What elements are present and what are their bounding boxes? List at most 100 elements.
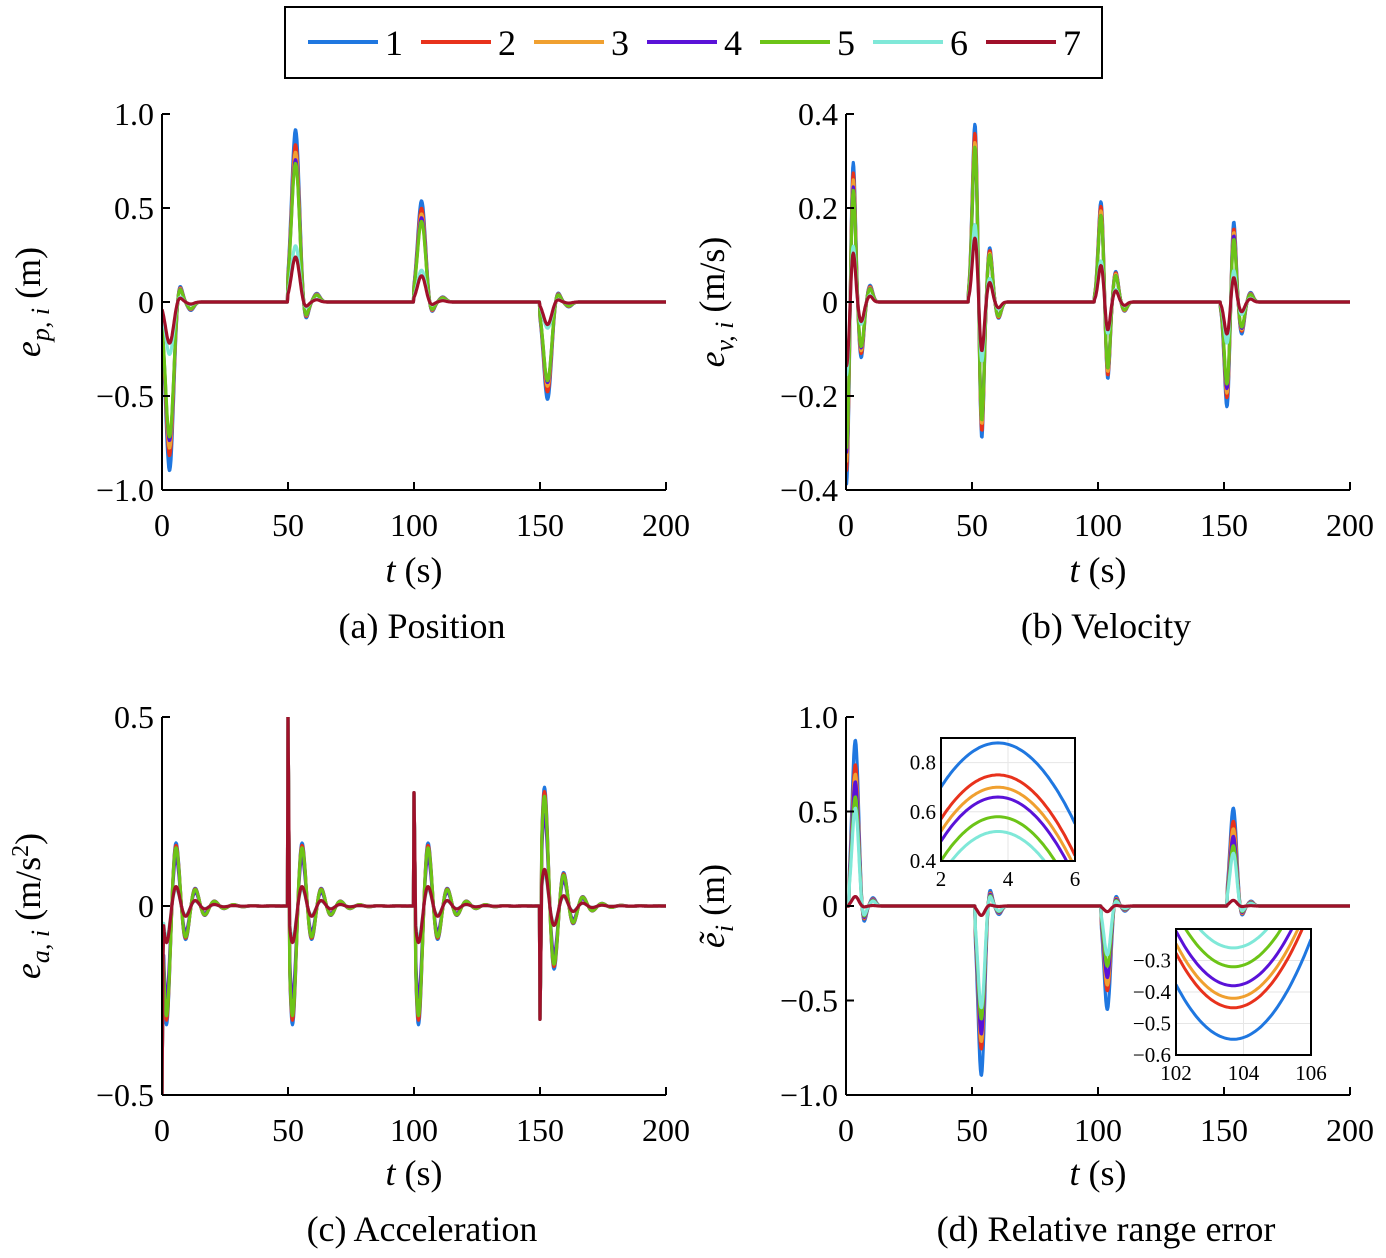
- x-tick-label: 50: [956, 507, 988, 543]
- x-tick-label: 0: [154, 507, 170, 543]
- series-group: [846, 738, 1350, 1077]
- legend-label-7: 7: [1063, 23, 1081, 63]
- x-tick-label: 200: [642, 1112, 690, 1148]
- x-label-var: t: [1069, 1153, 1080, 1193]
- x-tick-label: 0: [838, 1112, 854, 1148]
- inset-series-3: [1176, 929, 1300, 1000]
- y-tick-label: 1.0: [114, 96, 154, 132]
- panel-caption: (c) Acceleration: [307, 1209, 538, 1249]
- x-label-var: t: [385, 550, 396, 590]
- inset-series-2: [1176, 929, 1304, 1010]
- y-tick-label: −0.5: [96, 378, 154, 414]
- inset-series-3: [941, 785, 1074, 861]
- y-tick-label: 0.5: [114, 190, 154, 226]
- x-label-var: t: [385, 1153, 396, 1193]
- panel-caption: (a) Position: [339, 606, 506, 646]
- series-7: [846, 236, 1350, 368]
- inset-series: [941, 741, 1075, 861]
- panel-velocity: 0 50 100 150 200 −0.4 −0.2 0 0.2 0.4 t (s) ev, i (m…: [692, 96, 1374, 646]
- y-axis-label: ev, i (m/s): [692, 237, 739, 368]
- inset-series-6: [949, 830, 1047, 861]
- inset-x-tick-label: 2: [936, 867, 947, 891]
- inset-series-4: [941, 795, 1069, 861]
- panel-position: 0 50 100 150 200 −1.0 −0.5 0 0.5 1.0 t (s) ep, i (m…: [8, 96, 690, 646]
- x-label-var: t: [1069, 550, 1080, 590]
- x-tick-label: 50: [956, 1112, 988, 1148]
- y-label-sub: a, i: [26, 930, 55, 963]
- inset-1: 2 4 6 0.4 0.6 0.8: [910, 737, 1081, 891]
- y-tick-label: 0.5: [114, 699, 154, 735]
- y-label-sub: p, i: [26, 308, 55, 343]
- inset-y-tick-label: −0.4: [1133, 980, 1172, 1004]
- y-tick-label: −0.4: [780, 472, 838, 508]
- x-tick-label: 150: [1200, 507, 1248, 543]
- y-label-var: e: [8, 963, 48, 979]
- inset-x-tick-label: 102: [1160, 1061, 1192, 1085]
- x-label-unit: (s): [1080, 1153, 1127, 1193]
- panel-caption: (b) Velocity: [1021, 606, 1191, 646]
- y-tick-label: −1.0: [780, 1077, 838, 1113]
- inset-y-tick-label: 0.4: [910, 849, 937, 873]
- y-tick-label: 0.4: [798, 96, 838, 132]
- y-tick-label: 0.2: [798, 190, 838, 226]
- x-label-unit: (s): [1080, 550, 1127, 590]
- y-label-sub: v, i: [710, 322, 739, 352]
- legend-label-3: 3: [611, 23, 629, 63]
- y-tick-label: −0.5: [780, 983, 838, 1019]
- x-label-unit: (s): [396, 550, 443, 590]
- y-tick-label: 0: [822, 888, 838, 924]
- inset-x-tick-label: 4: [1003, 867, 1014, 891]
- series-group: [162, 717, 666, 1095]
- inset-series-5: [941, 815, 1057, 861]
- y-label-unit: (m/s): [692, 237, 732, 322]
- inset-x-tick-label: 6: [1070, 867, 1081, 891]
- panel-caption: (d) Relative range error: [937, 1209, 1276, 1249]
- x-tick-label: 200: [1326, 507, 1374, 543]
- inset-x-tick-label: 104: [1228, 1061, 1260, 1085]
- y-label-sup: 2: [8, 845, 34, 857]
- x-tick-label: 200: [642, 507, 690, 543]
- series-5: [846, 145, 1350, 450]
- y-label-unit: (m/s: [8, 857, 48, 930]
- x-tick-label: 150: [1200, 1112, 1248, 1148]
- y-label-var: e: [8, 341, 48, 357]
- inset-y-tick-label: −0.5: [1133, 1012, 1171, 1036]
- y-label-unit: (m): [8, 247, 48, 308]
- series-7: [162, 717, 666, 1095]
- inset-series-5: [1183, 929, 1283, 969]
- panel-acceleration: 0 50 100 150 200−0.500.5t (s)ea, i (m/s2)(c)…: [8, 699, 690, 1249]
- x-tick-label: 100: [390, 1112, 438, 1148]
- x-axis-label: t (s): [1069, 1153, 1126, 1193]
- y-label-var: e: [692, 351, 732, 367]
- x-axis-label: t (s): [385, 550, 442, 590]
- inset-y-tick-label: −0.6: [1133, 1043, 1171, 1067]
- series-group: [846, 122, 1350, 486]
- inset-series-1: [941, 741, 1075, 825]
- panel-relative-range-error: 0 50 100 150 200 −1.0 −0.5 0 0.5 1.0 t (s) ẽi (m) (d…: [692, 699, 1374, 1249]
- inset-frame: [1175, 928, 1312, 1056]
- x-tick-label: 100: [1074, 1112, 1122, 1148]
- y-tick-label: −1.0: [96, 472, 154, 508]
- inset-series-6: [1197, 929, 1270, 950]
- legend-label-2: 2: [498, 23, 516, 63]
- legend-label-4: 4: [724, 23, 742, 63]
- x-axis-label: t (s): [385, 1153, 442, 1193]
- x-tick-label: 150: [516, 1112, 564, 1148]
- inset-y-tick-label: 0.6: [910, 800, 936, 824]
- y-label-unit: (m): [692, 864, 732, 925]
- inset-series-2: [941, 773, 1075, 857]
- series-7: [846, 895, 1350, 917]
- series-1: [846, 122, 1350, 486]
- inset-series: [1176, 929, 1311, 1041]
- y-tick-label: −0.2: [780, 378, 838, 414]
- legend-label-5: 5: [837, 23, 855, 63]
- x-tick-label: 0: [838, 507, 854, 543]
- series-7: [162, 255, 666, 345]
- inset-x-tick-label: 106: [1295, 1061, 1327, 1085]
- x-tick-label: 50: [272, 507, 304, 543]
- y-label-sub: i: [710, 925, 739, 932]
- legend: 1 2 3 4 5 6 7: [284, 6, 1103, 79]
- y-label-close: ): [8, 833, 48, 845]
- inset-2: 102 104 106 −0.6 −0.5 −0.4 −0.3: [1133, 928, 1327, 1085]
